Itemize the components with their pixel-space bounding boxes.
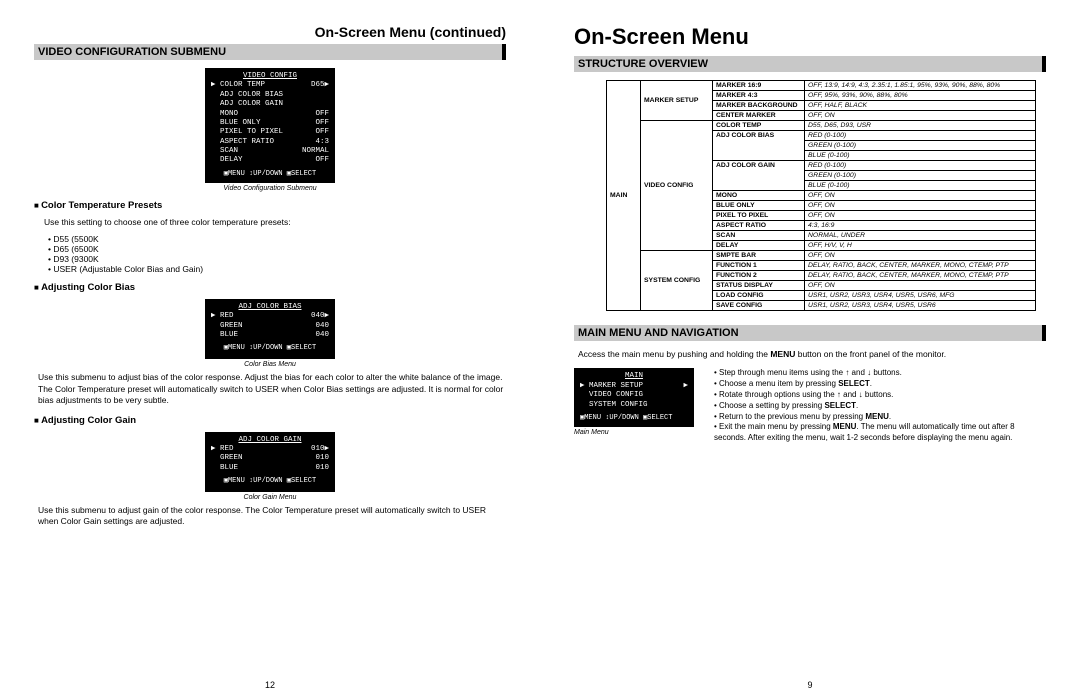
right-page-number: 9 (540, 680, 1080, 690)
right-page-title: On-Screen Menu (574, 24, 1046, 50)
color-gain-menu-screen: ADJ COLOR GAIN▶ RED010▶ GREEN010 BLUE010… (205, 432, 335, 492)
main-menu-wrap: MAIN▶ MARKER SETUP▶ VIDEO CONFIG SYSTEM … (574, 368, 694, 444)
color-bias-menu-screen: ADJ COLOR BIAS▶ RED040▶ GREEN040 BLUE040… (205, 299, 335, 359)
nav-text-1: Access the main menu by pushing and hold… (578, 349, 770, 359)
left-page: On-Screen Menu (continued) VIDEO CONFIGU… (0, 0, 540, 698)
video-config-menu-wrap: VIDEO CONFIG▶ COLOR TEMPD65▶ ADJ COLOR B… (34, 68, 506, 192)
video-config-caption: Video Configuration Submenu (34, 185, 506, 192)
main-menu-caption: Main Menu (574, 429, 694, 436)
color-bias-heading: Adjusting Color Bias (34, 282, 506, 293)
color-bias-text: Use this submenu to adjust bias of the c… (38, 372, 506, 406)
color-gain-text: Use this submenu to adjust gain of the c… (38, 505, 506, 528)
color-temp-list: D55 (5500KD65 (6500KD93 (9300KUSER (Adju… (48, 234, 506, 274)
main-menu-screen: MAIN▶ MARKER SETUP▶ VIDEO CONFIG SYSTEM … (574, 368, 694, 426)
video-config-menu-screen: VIDEO CONFIG▶ COLOR TEMPD65▶ ADJ COLOR B… (205, 68, 335, 183)
structure-table: MAINMARKER SETUPMARKER 16:9OFF, 13:9, 14… (606, 80, 1036, 311)
nav-list: Step through menu items using the ↑ and … (714, 368, 1046, 444)
color-gain-heading: Adjusting Color Gain (34, 415, 506, 426)
nav-intro-text: Access the main menu by pushing and hold… (578, 349, 1046, 360)
color-temp-heading: Color Temperature Presets (34, 200, 506, 211)
nav-text-2: button on the front panel of the monitor… (795, 349, 946, 359)
color-gain-caption: Color Gain Menu (34, 494, 506, 501)
color-bias-menu-wrap: ADJ COLOR BIAS▶ RED040▶ GREEN040 BLUE040… (34, 299, 506, 368)
video-config-section-bar: VIDEO CONFIGURATION SUBMENU (34, 44, 506, 60)
nav-bold: MENU (770, 349, 795, 359)
left-page-number: 12 (0, 680, 540, 690)
structure-section-bar: STRUCTURE OVERVIEW (574, 56, 1046, 72)
right-page: On-Screen Menu STRUCTURE OVERVIEW MAINMA… (540, 0, 1080, 698)
continued-title: On-Screen Menu (continued) (34, 24, 506, 40)
color-temp-text: Use this setting to choose one of three … (44, 217, 506, 228)
nav-block: MAIN▶ MARKER SETUP▶ VIDEO CONFIG SYSTEM … (574, 368, 1046, 444)
color-bias-caption: Color Bias Menu (34, 361, 506, 368)
color-gain-menu-wrap: ADJ COLOR GAIN▶ RED010▶ GREEN010 BLUE010… (34, 432, 506, 501)
nav-section-bar: MAIN MENU AND NAVIGATION (574, 325, 1046, 341)
